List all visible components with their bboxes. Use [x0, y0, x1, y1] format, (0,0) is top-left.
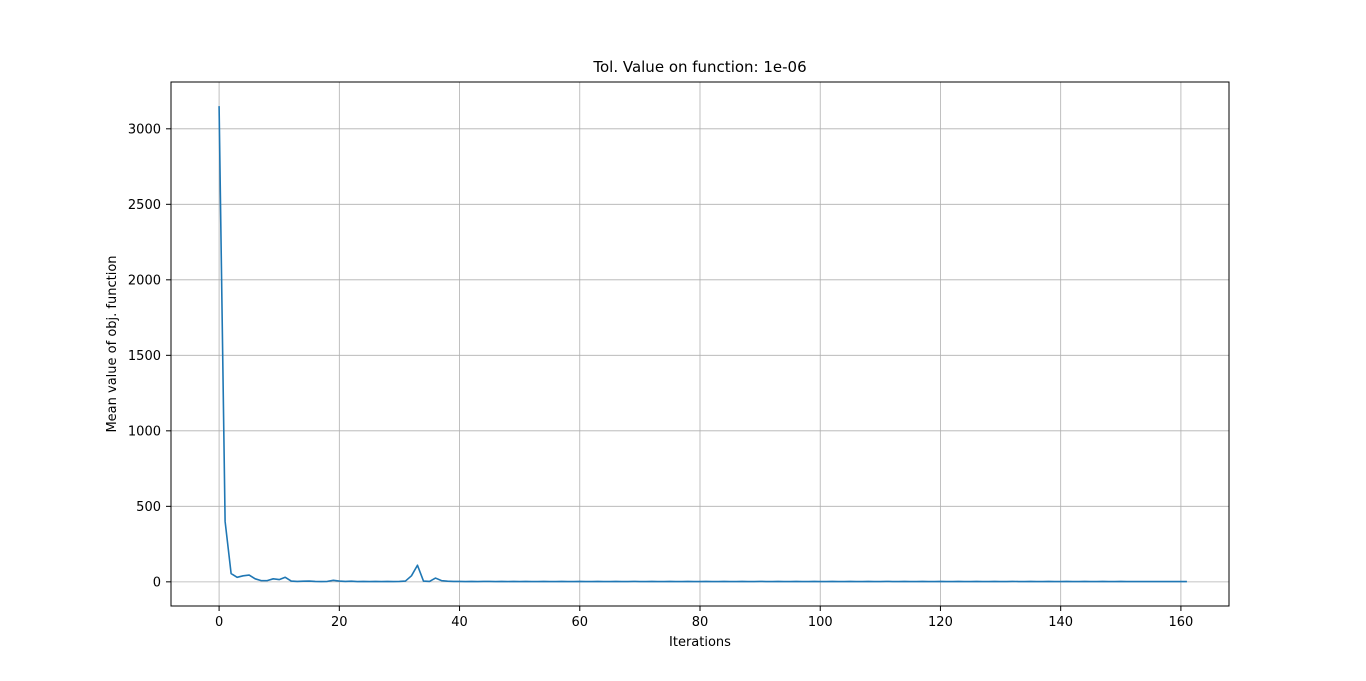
y-tick-label: 1000 [128, 424, 161, 439]
series-line [218, 106, 1187, 583]
x-tick-label: 60 [571, 615, 588, 630]
x-tick-label: 120 [928, 615, 953, 630]
y-tick-label: 500 [136, 500, 161, 515]
tick-group: 0 20 40 60 80 100 120 140 160 0 500 1000 1500 2000 250… [128, 122, 1193, 630]
y-tick-label: 2500 [128, 198, 161, 213]
chart-title: Tol. Value on function: 1e-06 [592, 58, 806, 76]
y-tick-label: 2000 [128, 273, 161, 288]
x-axis-label: Iterations [669, 635, 731, 650]
y-tick-label: 0 [153, 575, 161, 590]
y-tick-label: 1500 [128, 349, 161, 364]
x-tick-label: 20 [331, 615, 348, 630]
x-tick-label: 0 [215, 615, 223, 630]
series-line-group [218, 106, 1187, 583]
y-axis-label: Mean value of obj. function [105, 255, 120, 432]
x-tick-label: 80 [692, 615, 709, 630]
x-tick-label: 160 [1168, 615, 1193, 630]
y-tick-label: 3000 [128, 122, 161, 137]
x-tick-label: 40 [451, 615, 468, 630]
x-tick-label: 100 [808, 615, 833, 630]
x-tick-label: 140 [1048, 615, 1073, 630]
